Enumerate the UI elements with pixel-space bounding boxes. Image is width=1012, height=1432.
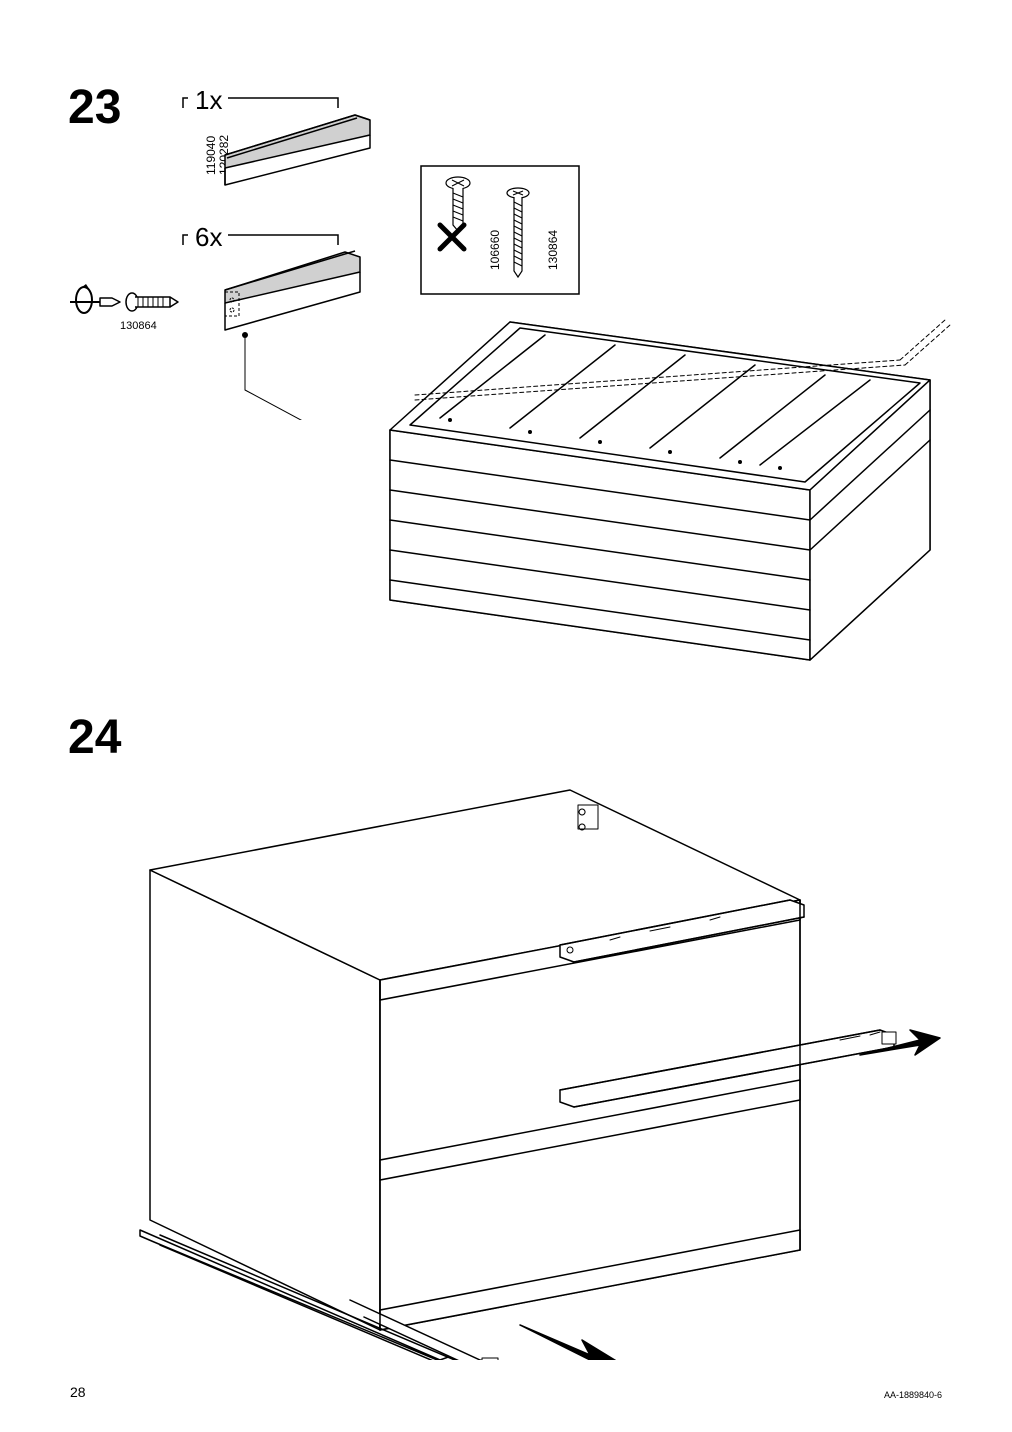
doc-ref: AA-1889840-6 xyxy=(884,1390,942,1400)
step23-main-diagram xyxy=(330,300,960,680)
right-screw-code: 130864 xyxy=(546,230,560,270)
part2-code-small: 130864 xyxy=(120,320,157,332)
page-number: 28 xyxy=(70,1384,86,1400)
page: 23 1x 119040120282 6x xyxy=(0,0,1012,1432)
step-24-number: 24 xyxy=(68,710,121,765)
wrong-screw-code: 106660 xyxy=(488,230,502,270)
step-23-number: 23 xyxy=(68,80,121,135)
step24-main-diagram xyxy=(90,780,950,1360)
handle-rail-icon xyxy=(215,100,395,200)
